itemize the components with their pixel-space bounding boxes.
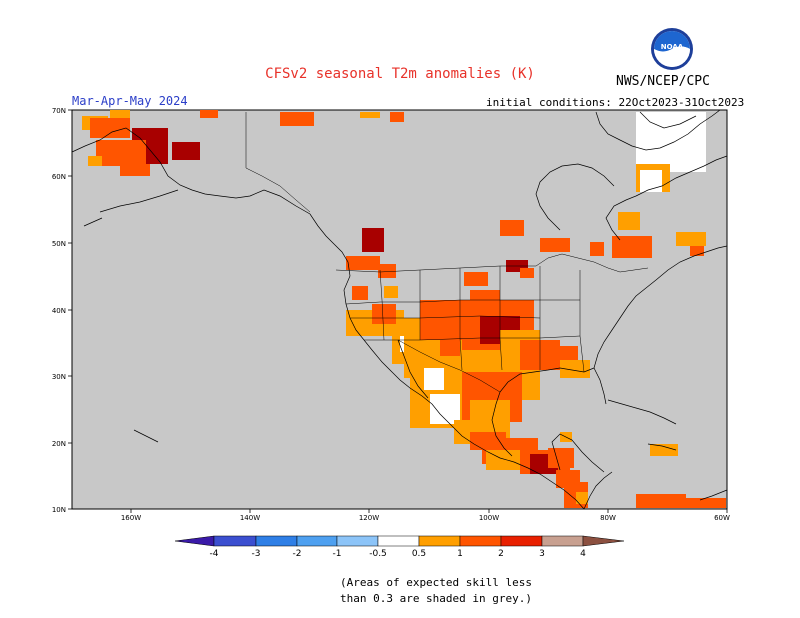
- anomaly-cell: [612, 236, 652, 258]
- anomaly-cell: [650, 444, 678, 456]
- colorbar-label: -1: [333, 549, 342, 559]
- anomaly-cell: [352, 286, 368, 300]
- anomaly-cell: [362, 228, 384, 252]
- lat-label: 60N: [52, 173, 66, 181]
- lat-label: 50N: [52, 240, 66, 248]
- axis-ticks: [68, 109, 728, 513]
- lat-label: 10N: [52, 506, 66, 514]
- lon-label: 60W: [714, 514, 730, 522]
- colorbar-segment: [459, 535, 502, 547]
- colorbar-label: 4: [580, 549, 586, 559]
- colorbar-right-arrow: [582, 535, 625, 547]
- colorbar-label: -2: [293, 549, 302, 559]
- lon-label: 120W: [359, 514, 379, 522]
- anomaly-cell: [560, 360, 590, 378]
- anomaly-cell: [618, 212, 640, 230]
- anomaly-cell: [540, 238, 570, 252]
- anomaly-cells: [82, 110, 726, 508]
- anomaly-cell: [690, 246, 704, 256]
- anomaly-cell: [346, 256, 380, 270]
- anomaly-cell: [390, 112, 404, 122]
- anomaly-cell: [686, 498, 726, 508]
- lon-label: 140W: [240, 514, 260, 522]
- initial-conditions-label: initial conditions: 22Oct2023-31Oct2023: [486, 96, 745, 109]
- colorbar-segment: [500, 535, 543, 547]
- colorbar-label: -3: [252, 549, 261, 559]
- lon-label: 80W: [600, 514, 616, 522]
- anomaly-cell: [96, 140, 146, 166]
- colorbar-left-arrow: [174, 535, 215, 547]
- anomaly-cell: [360, 112, 380, 118]
- political-borders: [245, 112, 649, 393]
- colorbar-label: 1: [457, 549, 463, 559]
- anomaly-cell: [280, 112, 314, 126]
- anomaly-cell: [90, 118, 130, 138]
- lat-label: 70N: [52, 107, 66, 115]
- colorbar-label: -4: [210, 549, 219, 559]
- lon-label: 160W: [121, 514, 141, 522]
- coastlines: [71, 109, 728, 510]
- anomaly-cell: [88, 156, 102, 166]
- anomaly-cell: [590, 242, 604, 256]
- anomaly-cell: [464, 272, 488, 286]
- anomaly-cell: [372, 304, 396, 324]
- colorbar-segment: [255, 535, 298, 547]
- lat-label: 20N: [52, 440, 66, 448]
- colorbar-label: 2: [498, 549, 504, 559]
- anomaly-cell: [172, 142, 200, 160]
- colorbar-segment: [296, 535, 338, 547]
- lat-label: 40N: [52, 307, 66, 315]
- anomaly-cell: [636, 494, 686, 508]
- anomaly-cell: [636, 112, 706, 172]
- colorbar-segment: [377, 535, 420, 547]
- anomaly-cell: [676, 232, 706, 246]
- chart-title: CFSv2 seasonal T2m anomalies (K): [265, 66, 535, 82]
- anomaly-cell: [200, 110, 218, 118]
- colorbar-label: 0.5: [412, 549, 426, 559]
- map-panel: [71, 109, 728, 510]
- colorbar-segment: [418, 535, 461, 547]
- skill-note-line2: than 0.3 are shaded in grey.): [339, 592, 533, 605]
- colorbar-segment: [213, 535, 257, 547]
- anomaly-cell: [500, 220, 524, 236]
- anomaly-cell: [378, 264, 396, 278]
- anomaly-cell: [430, 394, 460, 424]
- anomaly-cell: [640, 170, 662, 192]
- anomaly-cell: [424, 368, 444, 390]
- noaa-logo: NOAA: [651, 28, 693, 70]
- colorbar: -4 -3 -2 -1 -0.5 0.5 1 2 3 4: [174, 535, 625, 559]
- org-label: NWS/NCEP/CPC: [616, 74, 710, 89]
- anomaly-cell: [520, 268, 534, 278]
- anomaly-cell: [110, 110, 130, 118]
- anomaly-cell: [120, 164, 150, 176]
- colorbar-label: -0.5: [369, 549, 387, 559]
- lat-label: 30N: [52, 373, 66, 381]
- skill-note-line1: (Areas of expected skill less: [339, 576, 533, 589]
- noaa-logo-text: NOAA: [661, 43, 684, 51]
- anomaly-cell: [576, 492, 588, 504]
- season-label: Mar-Apr-May 2024: [72, 94, 188, 108]
- anomaly-cell: [548, 448, 574, 468]
- colorbar-segment: [336, 535, 379, 547]
- anomaly-cell: [384, 286, 398, 298]
- colorbar-segment: [541, 535, 584, 547]
- colorbar-label: 3: [539, 549, 545, 559]
- lon-label: 100W: [479, 514, 499, 522]
